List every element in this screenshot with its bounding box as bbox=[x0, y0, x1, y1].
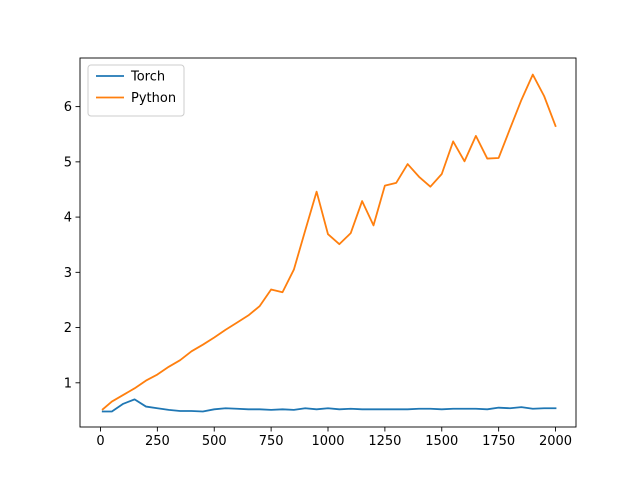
y-tick-label: 6 bbox=[64, 100, 72, 115]
x-tick-label: 500 bbox=[202, 434, 227, 449]
series-line-python bbox=[101, 73, 557, 411]
x-tick-label: 250 bbox=[145, 434, 170, 449]
legend-label-python: Python bbox=[131, 91, 176, 106]
y-tick-label: 3 bbox=[64, 266, 72, 281]
plot-area bbox=[80, 58, 576, 427]
legend-box bbox=[87, 64, 185, 117]
legend: Torch Python bbox=[87, 64, 185, 117]
y-tick-label: 5 bbox=[64, 155, 72, 170]
series-line-torch bbox=[101, 398, 557, 413]
x-tick-label: 1500 bbox=[425, 434, 458, 449]
y-tick-label: 1 bbox=[64, 376, 72, 391]
y-tick-label: 2 bbox=[64, 321, 72, 336]
x-tick-label: 1750 bbox=[482, 434, 515, 449]
x-tick-label: 2000 bbox=[539, 434, 572, 449]
y-tick-label: 4 bbox=[64, 211, 72, 226]
x-tick-label: 1250 bbox=[368, 434, 401, 449]
x-tick-label: 750 bbox=[259, 434, 284, 449]
x-tick-label: 0 bbox=[96, 434, 104, 449]
plot-background bbox=[80, 58, 576, 427]
x-tick-label: 1000 bbox=[311, 434, 344, 449]
legend-label-torch: Torch bbox=[130, 70, 165, 85]
axes-layer: 0 250 500 750 1000 1250 1500 1750 2000 1 2 3 4 5 6 bbox=[64, 57, 577, 449]
series-layer bbox=[101, 73, 557, 413]
